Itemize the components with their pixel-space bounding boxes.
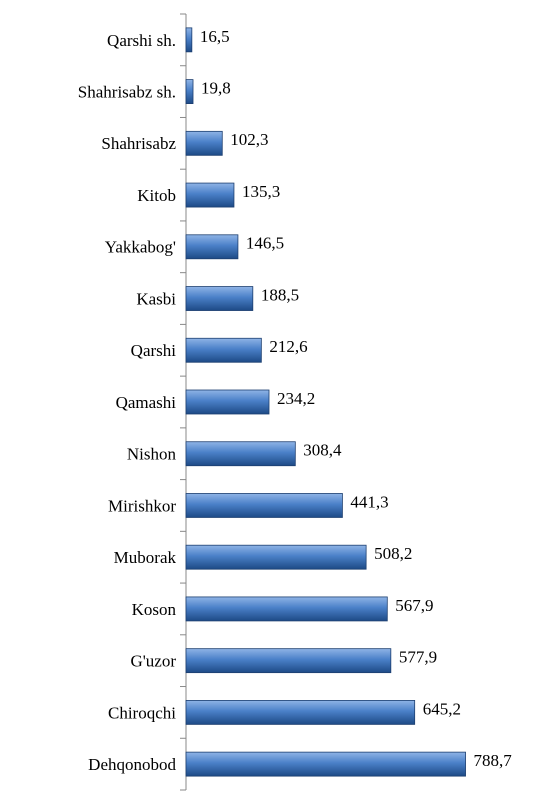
data-label: 135,3 <box>242 182 280 201</box>
bar <box>185 79 194 104</box>
bar <box>185 286 254 311</box>
data-label: 234,2 <box>277 389 315 408</box>
bar <box>185 234 239 260</box>
data-label: 188,5 <box>261 285 299 304</box>
y-tick-label: Chiroqchi <box>108 703 176 722</box>
y-tick-label: Kasbi <box>136 289 176 308</box>
bar <box>185 544 367 570</box>
data-label: 645,2 <box>423 699 461 718</box>
bar <box>185 337 262 363</box>
bar <box>185 130 223 156</box>
data-label: 788,7 <box>474 751 513 770</box>
data-label: 441,3 <box>350 492 388 511</box>
y-tick-label: Koson <box>132 600 177 619</box>
y-tick-label: Yakkabog' <box>105 238 176 257</box>
bar <box>185 389 270 415</box>
y-tick-label: Qamashi <box>116 393 177 412</box>
data-label: 577,9 <box>399 648 437 667</box>
y-tick-label: Muborak <box>114 548 177 567</box>
data-label: 146,5 <box>246 234 284 253</box>
bar <box>185 27 193 53</box>
y-tick-label: Nishon <box>127 445 177 464</box>
bar <box>185 648 392 674</box>
data-label: 19,8 <box>201 79 231 98</box>
bar <box>185 182 235 208</box>
y-tick-label: Shahrisabz <box>101 134 176 153</box>
y-tick-label: Shahrisabz sh. <box>78 83 176 102</box>
bar <box>185 493 343 518</box>
y-tick-label: Mirishkor <box>108 496 176 515</box>
bar <box>185 441 296 467</box>
data-label: 212,6 <box>269 337 307 356</box>
bar <box>185 596 388 622</box>
y-tick-label: Dehqonobod <box>88 755 176 774</box>
bar <box>185 751 466 777</box>
data-label: 567,9 <box>395 596 433 615</box>
data-label: 508,2 <box>374 544 412 563</box>
y-tick-label: G'uzor <box>130 652 176 671</box>
y-tick-label: Qarshi <box>131 341 177 360</box>
y-tick-label: Qarshi sh. <box>107 31 176 50</box>
data-label: 16,5 <box>200 27 230 46</box>
bar <box>185 700 416 725</box>
y-tick-label: Kitob <box>137 186 176 205</box>
data-label: 102,3 <box>230 130 268 149</box>
data-label: 308,4 <box>303 441 342 460</box>
